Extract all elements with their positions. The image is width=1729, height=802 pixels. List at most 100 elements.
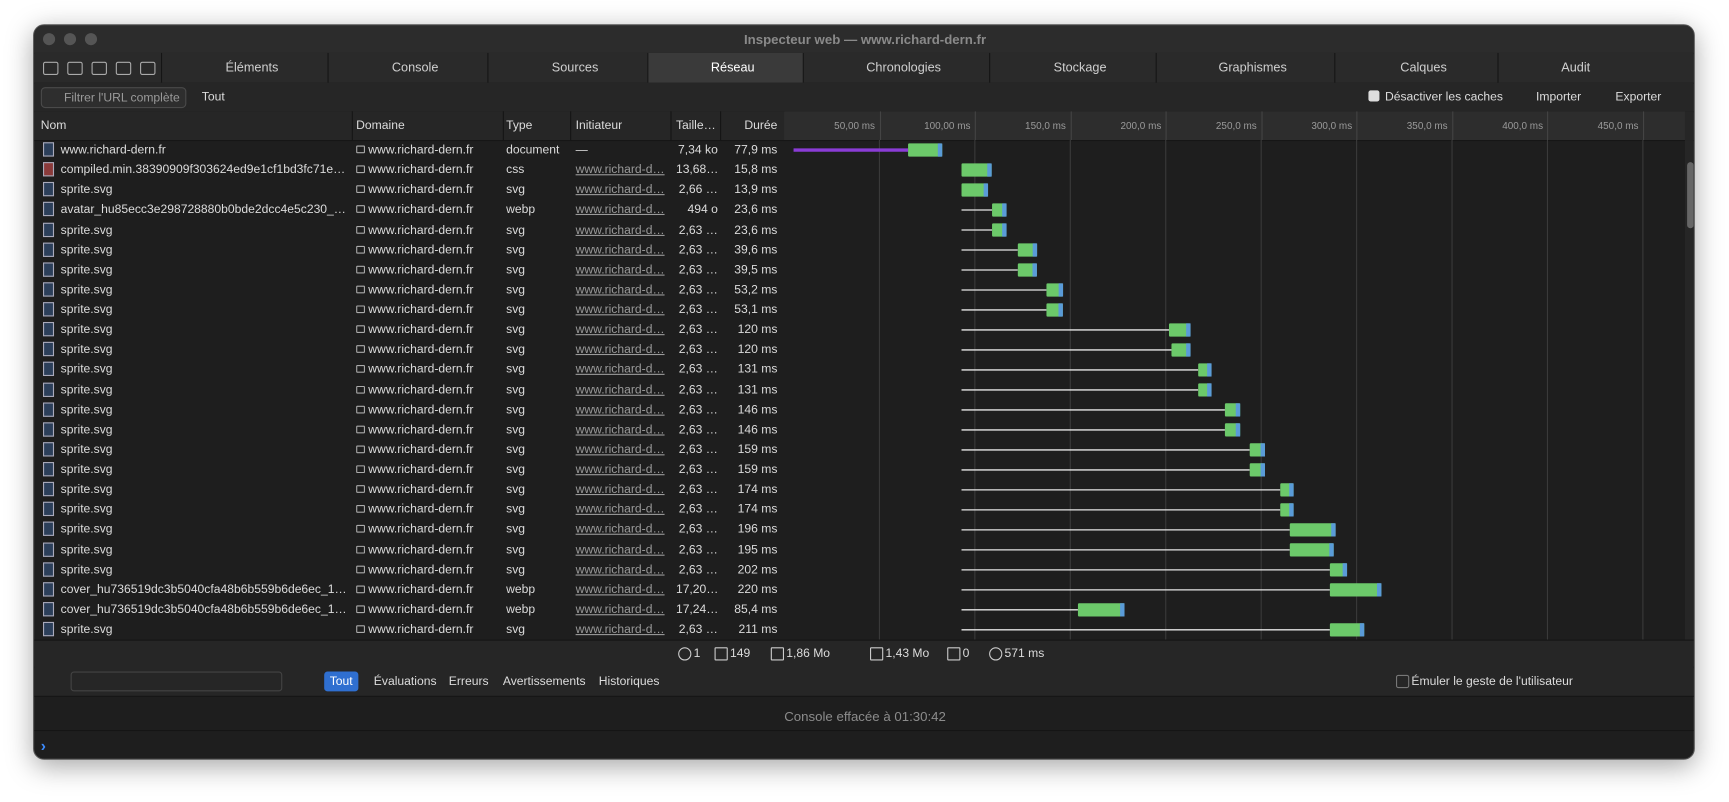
duration-cell: 39,6 ms <box>722 243 777 256</box>
name-cell: sprite.svg <box>61 243 113 256</box>
file-icon <box>43 182 54 196</box>
initiator-cell: www.richard-d… <box>576 463 665 476</box>
duration-cell: 159 ms <box>722 443 777 456</box>
prompt[interactable]: › <box>41 737 46 755</box>
column-header[interactable]: Type <box>506 119 532 132</box>
size-cell: 2,63 … <box>676 483 718 496</box>
status-item: 149 <box>730 647 750 660</box>
domain-cell: www.richard-dern.fr <box>368 403 473 416</box>
initiator-cell: www.richard-d… <box>576 183 665 196</box>
size-cell: 2,63 … <box>676 283 718 296</box>
console-filter[interactable]: Historiques <box>599 675 660 688</box>
dock-icon[interactable] <box>67 62 82 75</box>
response-bar <box>987 163 991 176</box>
lock-icon <box>356 345 365 353</box>
size-cell: 2,63 … <box>676 243 718 256</box>
export-button[interactable]: Exporter <box>1615 90 1661 103</box>
transfer-bar <box>1330 583 1382 596</box>
initiator-cell: www.richard-d… <box>576 543 665 556</box>
column-header[interactable]: Domaine <box>356 119 405 132</box>
domain-cell: www.richard-dern.fr <box>368 583 473 596</box>
lock-icon <box>356 445 365 453</box>
transfer-bar <box>1078 603 1125 616</box>
console-filter[interactable]: Évaluations <box>374 675 437 688</box>
type-cell: svg <box>506 223 525 236</box>
response-bar <box>1236 423 1240 436</box>
column-header[interactable]: Initiateur <box>576 119 623 132</box>
duration-cell: 202 ms <box>722 563 777 576</box>
dock-icon[interactable] <box>140 62 155 75</box>
import-button[interactable]: Importer <box>1536 90 1581 103</box>
duration-cell: 15,8 ms <box>722 163 777 176</box>
initiator-cell: www.richard-d… <box>576 243 665 256</box>
initiator-cell: www.richard-d… <box>576 283 665 296</box>
tab-label: Audit <box>1513 62 1639 75</box>
column-header[interactable]: Durée <box>722 119 777 132</box>
lock-icon <box>356 385 365 393</box>
dock-icon[interactable] <box>92 62 107 75</box>
scroll-thumb[interactable] <box>1687 162 1694 228</box>
response-bar <box>1059 283 1063 296</box>
cache-checkbox[interactable] <box>1368 90 1379 101</box>
lock-icon <box>356 425 365 433</box>
file-icon <box>43 462 54 476</box>
column-divider <box>570 111 571 140</box>
initiator-cell: www.richard-d… <box>576 263 665 276</box>
domain-cell: www.richard-dern.fr <box>368 163 473 176</box>
response-bar <box>1207 383 1211 396</box>
status-icon <box>715 647 728 660</box>
transfer-bar <box>1290 543 1334 556</box>
column-divider <box>720 111 721 140</box>
name-cell: sprite.svg <box>61 223 113 236</box>
name-cell: sprite.svg <box>61 363 113 376</box>
file-icon <box>43 262 54 276</box>
lock-icon <box>356 186 365 194</box>
console-search[interactable] <box>71 672 283 692</box>
domain-cell: www.richard-dern.fr <box>368 523 473 536</box>
initiator-cell: www.richard-d… <box>576 323 665 336</box>
type-cell: svg <box>506 443 525 456</box>
emulate-checkbox[interactable] <box>1396 675 1409 688</box>
response-bar <box>1002 203 1006 216</box>
tab-bar: ÉlémentsConsoleSourcesRéseauChronologies… <box>34 53 1695 84</box>
scope-select[interactable]: Tout <box>202 90 225 103</box>
file-icon <box>43 142 54 156</box>
response-bar <box>1360 623 1364 636</box>
lock-icon <box>356 265 365 273</box>
name-cell: cover_hu736519dc3b5040cfa48b6b559b6de6ec… <box>61 583 347 596</box>
initiator-cell: www.richard-d… <box>576 423 665 436</box>
initiator-cell: www.richard-d… <box>576 303 665 316</box>
size-cell: 2,63 … <box>676 623 718 636</box>
initiator-cell: — <box>576 143 588 156</box>
size-cell: 2,63 … <box>676 423 718 436</box>
transfer-bar <box>962 163 992 176</box>
console-filter[interactable]: Erreurs <box>449 675 489 688</box>
dock-icon[interactable] <box>116 62 131 75</box>
file-icon <box>43 602 54 616</box>
response-bar <box>1377 583 1381 596</box>
console-filter[interactable]: Tout <box>324 672 358 692</box>
name-cell: sprite.svg <box>61 263 113 276</box>
initiator-cell: www.richard-d… <box>576 363 665 376</box>
status-item: 1,43 Mo <box>885 647 929 660</box>
size-cell: 13,68… <box>676 163 718 176</box>
dock-icon[interactable] <box>43 62 58 75</box>
type-cell: webp <box>506 203 535 216</box>
column-header[interactable]: Taille… <box>676 119 716 132</box>
domain-cell: www.richard-dern.fr <box>368 203 473 216</box>
duration-cell: 85,4 ms <box>722 603 777 616</box>
initiator-cell: www.richard-d… <box>576 563 665 576</box>
file-icon <box>43 342 54 356</box>
file-icon <box>43 582 54 596</box>
column-header[interactable]: Nom <box>41 119 67 132</box>
column-divider <box>352 111 353 140</box>
name-cell: sprite.svg <box>61 503 113 516</box>
type-cell: svg <box>506 263 525 276</box>
response-bar <box>1186 323 1190 336</box>
timeline-tick-label: 250,0 ms <box>1173 120 1257 131</box>
tab-label: Réseau <box>663 62 803 75</box>
size-cell: 2,63 … <box>676 343 718 356</box>
filter-bar: Filtrer l'URL complète Tout Désactiver l… <box>34 83 1695 113</box>
console-filter[interactable]: Avertissements <box>503 675 586 688</box>
response-bar <box>1236 403 1240 416</box>
